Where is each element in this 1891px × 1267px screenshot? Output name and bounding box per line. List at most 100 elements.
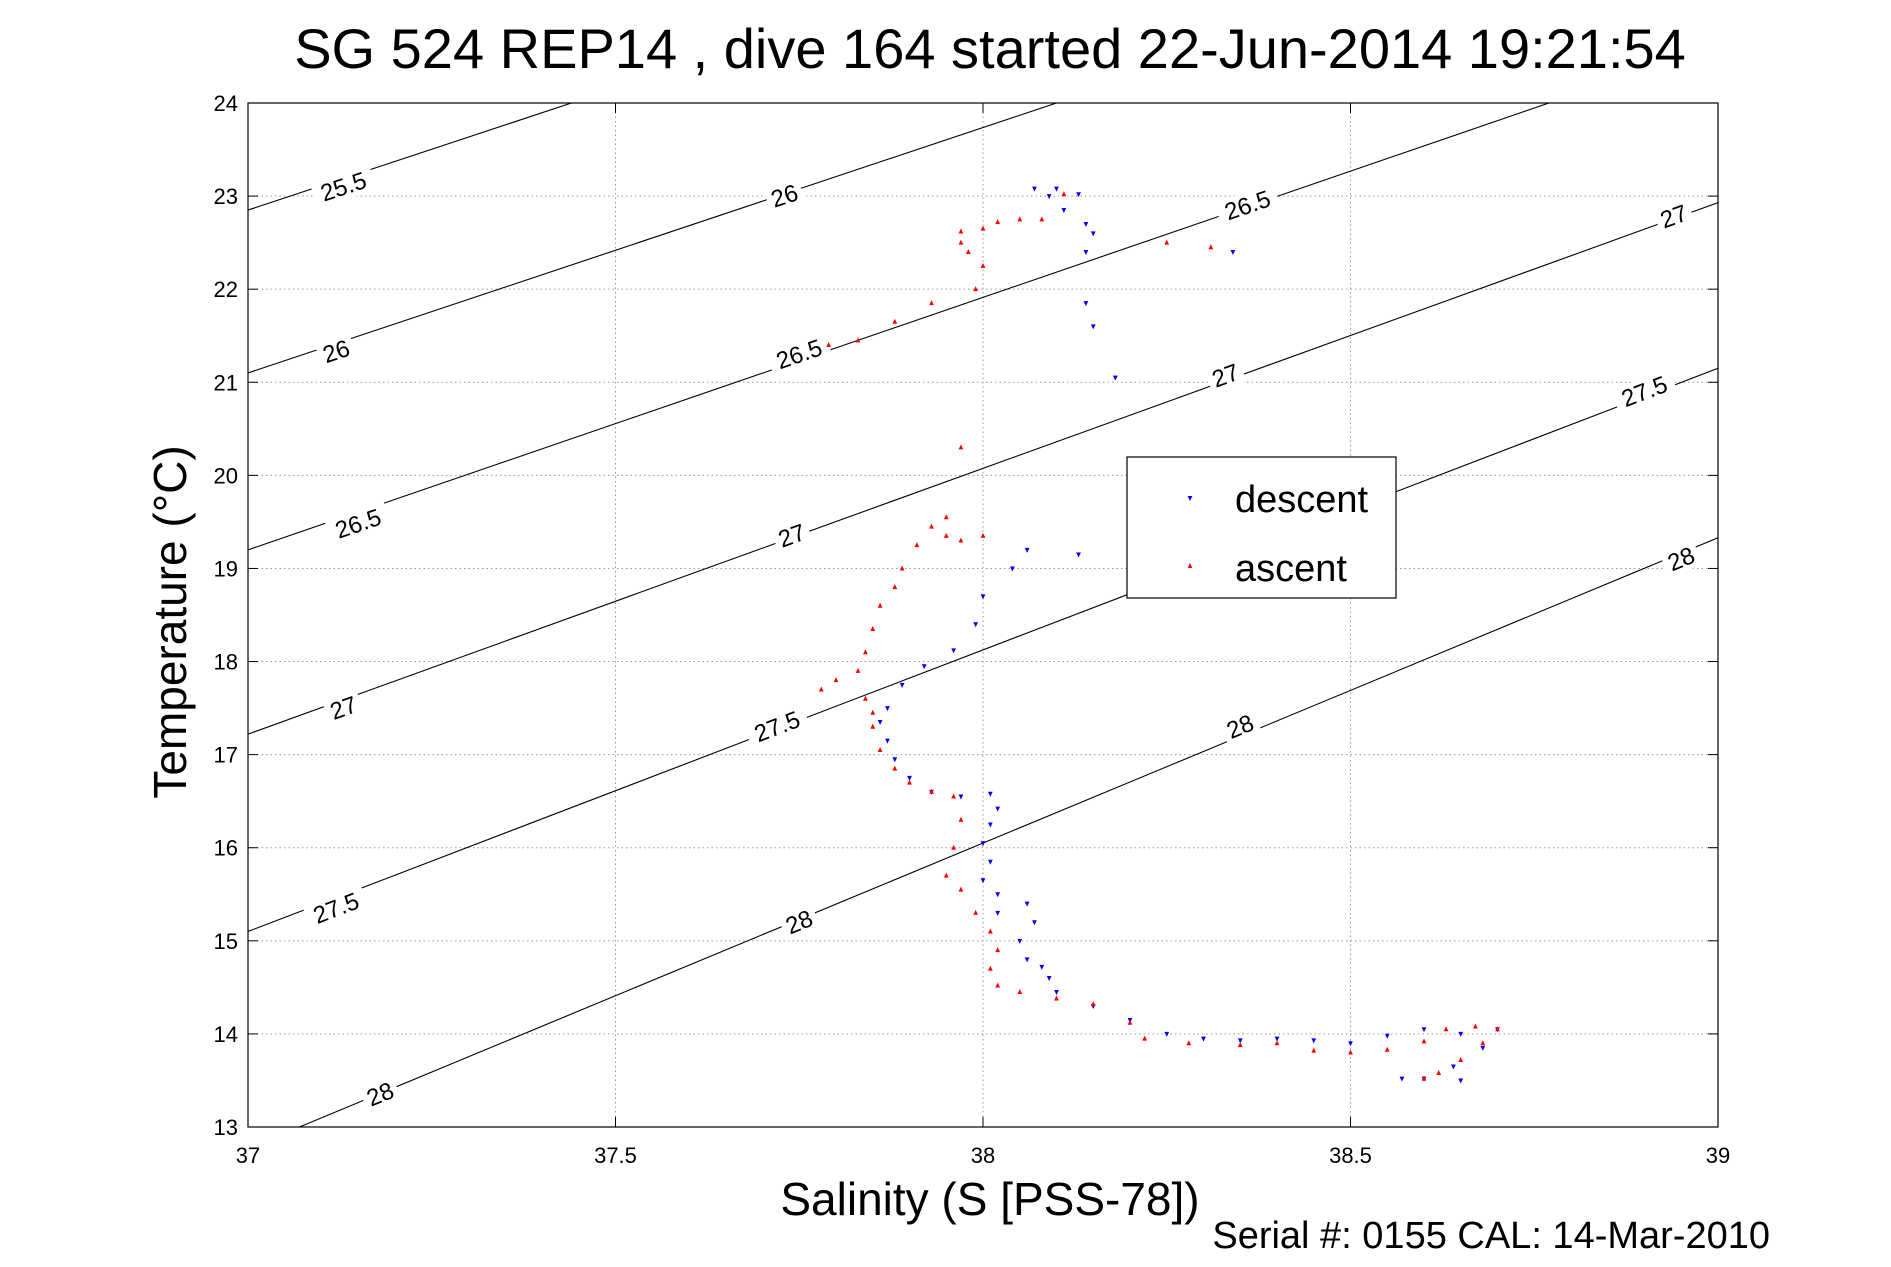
data-point-descent (1421, 1027, 1427, 1033)
data-point-descent (1032, 186, 1037, 192)
data-point-descent (921, 664, 927, 670)
data-point-ascent (877, 746, 883, 752)
data-point-ascent (995, 947, 1001, 953)
data-point-ascent (943, 532, 949, 538)
data-point-descent (1061, 208, 1067, 214)
legend-marker-ascent (1187, 563, 1193, 568)
data-point-ascent (1017, 989, 1023, 995)
data-point-descent (1076, 192, 1081, 198)
data-point-ascent (863, 695, 868, 701)
data-point-descent (1480, 1045, 1486, 1051)
data-point-descent (980, 878, 986, 884)
y-tick-label: 16 (214, 836, 238, 861)
data-point-ascent (870, 723, 876, 729)
contour-label-gap (1218, 707, 1262, 746)
y-axis-label: Temperature (°C) (144, 445, 196, 798)
data-point-ascent (973, 286, 979, 292)
contour-label-gap (743, 703, 811, 750)
data-point-descent (1458, 1078, 1464, 1084)
x-tick-label: 37.5 (594, 1143, 637, 1168)
data-point-ascent (855, 667, 861, 673)
data-point-ascent (1186, 1040, 1192, 1046)
data-point-descent (1024, 957, 1030, 963)
data-point-ascent (929, 523, 934, 529)
contour-label-gap (763, 178, 806, 215)
y-tick-label: 17 (214, 743, 238, 768)
data-point-ascent (914, 542, 920, 548)
data-point-descent (1090, 324, 1096, 330)
data-point-descent (1024, 547, 1030, 553)
data-point-descent (951, 648, 956, 654)
data-point-ascent (995, 982, 1001, 988)
y-tick-label: 14 (214, 1022, 238, 1047)
y-tick-label: 24 (214, 91, 238, 116)
data-point-ascent (1237, 1042, 1243, 1048)
data-point-descent (1024, 901, 1030, 907)
data-point-ascent (987, 928, 993, 934)
data-point-ascent (995, 219, 1001, 225)
data-point-descent (1039, 964, 1045, 970)
chart-title: SG 524 REP14 , dive 164 started 22-Jun-2… (294, 17, 1686, 80)
data-point-descent (1046, 194, 1052, 200)
data-point-ascent (863, 649, 868, 655)
data-point-descent (1076, 552, 1081, 558)
contour-label-gap (315, 333, 358, 370)
data-point-ascent (1039, 216, 1045, 222)
contour-label-gap (310, 164, 378, 209)
data-point-ascent (958, 228, 964, 234)
contour-line-26 (248, 103, 1057, 374)
contour-label-gap (765, 331, 833, 377)
legend-marker-descent-glyph (1187, 496, 1193, 501)
data-point-descent (877, 720, 883, 726)
legend: descent ascent (1126, 456, 1397, 599)
data-point-ascent (833, 677, 839, 683)
data-point-ascent (1208, 244, 1214, 250)
contour-label-gap (1652, 198, 1696, 235)
data-point-ascent (1127, 1019, 1133, 1025)
data-point-ascent (907, 779, 912, 785)
data-point-ascent (943, 872, 949, 878)
data-point-ascent (951, 844, 956, 850)
data-point-ascent (1436, 1070, 1442, 1076)
data-point-ascent (1311, 1047, 1317, 1053)
data-point-descent (1090, 231, 1096, 237)
y-tick-label: 18 (214, 650, 238, 675)
data-point-ascent (1384, 1046, 1390, 1052)
y-tick-label: 22 (214, 277, 238, 302)
data-point-ascent (1274, 1040, 1280, 1046)
data-point-descent (1112, 375, 1118, 381)
x-tick-label: 37 (236, 1143, 260, 1168)
contour-label-gap (777, 903, 821, 942)
y-tick-label: 15 (214, 929, 238, 954)
contour-label-gap (1214, 183, 1282, 228)
data-point-ascent (877, 602, 883, 608)
x-tick-label: 38.5 (1329, 1143, 1372, 1168)
data-point-descent (958, 794, 964, 800)
data-point-descent (1274, 1036, 1280, 1042)
data-point-ascent (958, 816, 964, 822)
data-point-ascent (1142, 1035, 1148, 1041)
contour-label-gap (770, 517, 814, 555)
data-point-ascent (951, 793, 956, 799)
data-point-descent (1384, 1033, 1390, 1039)
data-point-descent (1017, 938, 1023, 944)
data-point-ascent (1348, 1049, 1353, 1055)
data-point-ascent (818, 686, 824, 692)
data-point-ascent (899, 565, 905, 571)
y-tick-label: 13 (214, 1115, 238, 1140)
data-point-ascent (1061, 191, 1067, 197)
contour-label-gap (358, 1075, 402, 1114)
legend-label-ascent: ascent (1235, 548, 1347, 590)
x-tick-label: 38 (971, 1143, 995, 1168)
data-point-ascent (826, 342, 832, 348)
data-point-descent (995, 892, 1001, 898)
legend-marker-ascent-glyph (1187, 563, 1193, 568)
data-point-ascent (980, 262, 986, 268)
data-point-ascent (929, 788, 934, 794)
y-tick-label: 23 (214, 184, 238, 209)
series-ascent (818, 191, 1500, 1081)
x-tick-label: 39 (1706, 1143, 1730, 1168)
data-point-ascent (980, 225, 986, 231)
